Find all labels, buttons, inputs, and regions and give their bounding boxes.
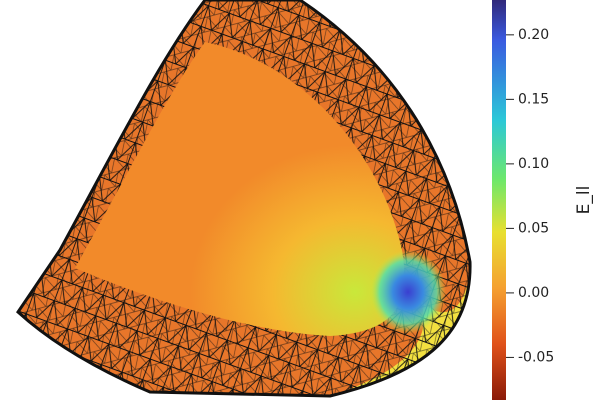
mesh-model bbox=[16, 0, 472, 398]
tick-label: 0.20 bbox=[518, 27, 549, 43]
tick-label: 0.05 bbox=[518, 220, 549, 236]
inner-surface bbox=[75, 42, 405, 336]
tick-label: 0.15 bbox=[518, 91, 549, 107]
colorbar-ticks: -0.05 0.00 0.05 0.10 0.15 0.20 bbox=[506, 27, 554, 365]
outline bbox=[16, 0, 472, 398]
tick-label: 0.00 bbox=[518, 285, 549, 301]
colorbar-label: E_ll bbox=[574, 186, 594, 215]
strain-peak bbox=[370, 250, 446, 334]
tick-label: -0.05 bbox=[518, 349, 554, 365]
colorbar bbox=[492, 0, 506, 400]
tick-label: 0.10 bbox=[518, 156, 549, 172]
